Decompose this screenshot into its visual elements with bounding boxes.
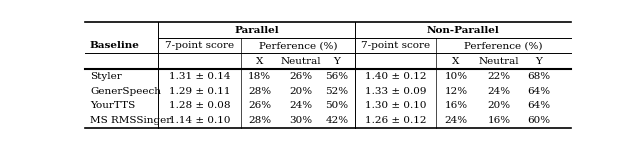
Text: 16%: 16% [444,101,468,110]
Text: 1.30 ± 0.10: 1.30 ± 0.10 [365,101,426,110]
Text: Non-Parallel: Non-Parallel [427,26,500,35]
Text: Neutral: Neutral [280,57,321,66]
Text: 64%: 64% [527,101,550,110]
Text: 22%: 22% [488,72,511,81]
Text: 24%: 24% [444,116,468,125]
Text: 1.14 ± 0.10: 1.14 ± 0.10 [169,116,230,125]
Text: 20%: 20% [488,101,511,110]
Text: Perference (%): Perference (%) [465,41,543,50]
Text: 26%: 26% [248,101,271,110]
Text: 12%: 12% [444,87,468,96]
Text: 60%: 60% [527,116,550,125]
Text: GenerSpeech: GenerSpeech [90,87,161,96]
Text: 1.26 ± 0.12: 1.26 ± 0.12 [365,116,426,125]
Text: 24%: 24% [488,87,511,96]
Text: Styler: Styler [90,72,122,81]
Text: 1.40 ± 0.12: 1.40 ± 0.12 [365,72,426,81]
Text: Y: Y [333,57,340,66]
Text: 56%: 56% [325,72,349,81]
Text: 42%: 42% [325,116,349,125]
Text: 68%: 68% [527,72,550,81]
Text: 24%: 24% [289,101,312,110]
Text: 64%: 64% [527,87,550,96]
Text: 28%: 28% [248,116,271,125]
Text: 16%: 16% [488,116,511,125]
Text: Perference (%): Perference (%) [259,41,337,50]
Text: Parallel: Parallel [234,26,279,35]
Text: MS RMSSinger: MS RMSSinger [90,116,171,125]
Text: 50%: 50% [325,101,349,110]
Text: 18%: 18% [248,72,271,81]
Text: 1.31 ± 0.14: 1.31 ± 0.14 [169,72,230,81]
Text: 10%: 10% [444,72,468,81]
Text: YourTTS: YourTTS [90,101,135,110]
Text: Neutral: Neutral [479,57,520,66]
Text: 7-point score: 7-point score [361,41,430,50]
Text: 28%: 28% [248,87,271,96]
Text: 26%: 26% [289,72,312,81]
Text: X: X [256,57,263,66]
Text: Y: Y [536,57,542,66]
Text: 1.29 ± 0.11: 1.29 ± 0.11 [169,87,230,96]
Text: 20%: 20% [289,87,312,96]
Text: 7-point score: 7-point score [165,41,234,50]
Text: Baseline: Baseline [90,41,140,50]
Text: 1.33 ± 0.09: 1.33 ± 0.09 [365,87,426,96]
Text: X: X [452,57,460,66]
Text: 1.28 ± 0.08: 1.28 ± 0.08 [169,101,230,110]
Text: 30%: 30% [289,116,312,125]
Text: 52%: 52% [325,87,349,96]
